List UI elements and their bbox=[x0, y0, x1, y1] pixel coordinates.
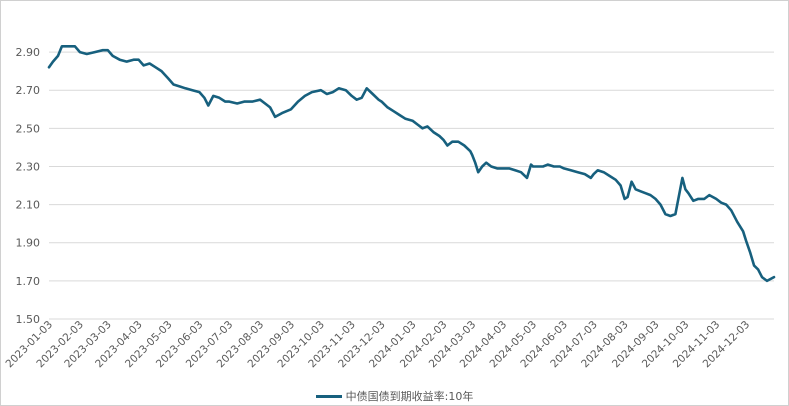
y-tick-label: 1.70 bbox=[16, 275, 41, 288]
y-tick-label: 1.50 bbox=[16, 313, 41, 326]
y-tick-label: 2.10 bbox=[16, 199, 41, 212]
y-tick-label: 1.90 bbox=[16, 237, 41, 250]
x-axis: 2023-01-032023-02-032023-03-032023-04-03… bbox=[3, 319, 752, 371]
yield-line-chart: 2.90 2.70 2.50 2.30 2.10 1.90 1.70 1.50 2023-01… bbox=[3, 45, 776, 371]
legend-swatch bbox=[315, 394, 342, 398]
series-line bbox=[47, 45, 776, 283]
legend-label: 中债国债到期收益率:10年 bbox=[345, 390, 474, 403]
y-tick-label: 2.30 bbox=[16, 160, 41, 173]
legend: 中债国债到期收益率:10年 bbox=[1, 388, 788, 404]
y-tick-label: 2.90 bbox=[16, 46, 41, 59]
y-tick-label: 2.50 bbox=[16, 122, 41, 135]
gridlines bbox=[49, 51, 774, 320]
y-tick-label: 2.70 bbox=[16, 84, 41, 97]
y-axis: 2.90 2.70 2.50 2.30 2.10 1.90 1.70 1.50 bbox=[16, 46, 41, 326]
